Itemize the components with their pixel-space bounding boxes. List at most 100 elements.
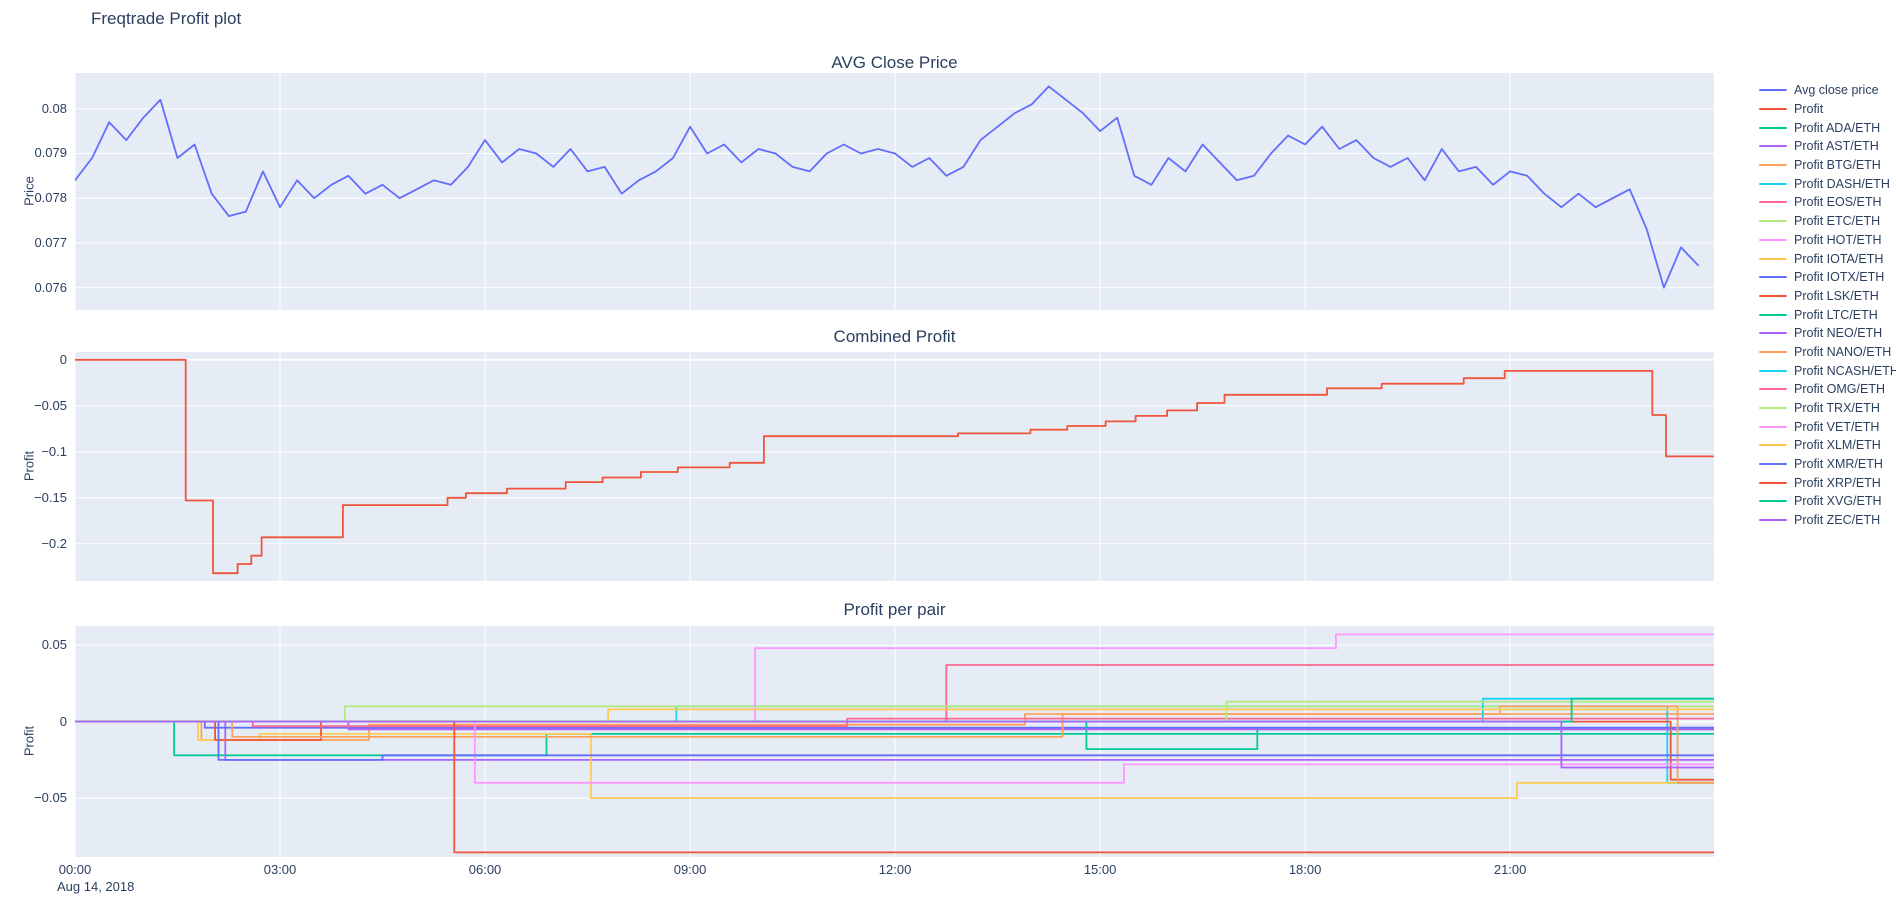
legend-line-swatch: [1759, 350, 1787, 353]
legend-item-profit-neo-eth[interactable]: Profit NEO/ETH: [1759, 324, 1896, 343]
legend-item-label: Profit ZEC/ETH: [1794, 513, 1881, 528]
legend-item-label: Profit AST/ETH: [1794, 139, 1879, 154]
y-tick-label: −0.2: [41, 535, 67, 551]
series-profit-nano-eth[interactable]: [75, 705, 1714, 784]
y-axis-label-profit-per-pair: Profit: [21, 725, 37, 757]
series-profit[interactable]: [75, 358, 1714, 575]
legend-line-swatch: [1759, 294, 1787, 297]
legend-line-swatch: [1759, 108, 1787, 111]
y-tick-label: 0.077: [34, 234, 67, 250]
legend-item-profit-eos-eth[interactable]: Profit EOS/ETH: [1759, 193, 1896, 212]
legend-item-profit-ast-eth[interactable]: Profit AST/ETH: [1759, 137, 1896, 156]
legend-line-swatch: [1759, 164, 1787, 167]
legend-line-swatch: [1759, 182, 1787, 185]
legend-line-swatch: [1759, 369, 1787, 372]
legend-item-label: Profit IOTA/ETH: [1794, 251, 1884, 266]
y-tick-label: 0.078: [34, 190, 67, 206]
x-tick-label: 18:00: [1288, 862, 1322, 877]
legend-line-swatch: [1759, 201, 1787, 204]
legend-item-profit-ada-eth[interactable]: Profit ADA/ETH: [1759, 118, 1896, 137]
legend-item-profit-lsk-eth[interactable]: Profit LSK/ETH: [1759, 287, 1896, 306]
legend-item-profit-nano-eth[interactable]: Profit NANO/ETH: [1759, 343, 1896, 362]
plot-background: [75, 73, 1714, 310]
legend-item-profit-xlm-eth[interactable]: Profit XLM/ETH: [1759, 436, 1896, 455]
legend-item-profit-dash-eth[interactable]: Profit DASH/ETH: [1759, 174, 1896, 193]
series-profit-zec-eth[interactable]: [75, 720, 1714, 769]
legend-item-label: Profit XLM/ETH: [1794, 438, 1881, 453]
profit-per-pair-chart[interactable]: [75, 626, 1714, 857]
legend-item-label: Profit XVG/ETH: [1794, 494, 1882, 509]
subplot-title-profit-per-pair: Profit per pair: [843, 600, 946, 619]
legend-item-profit-xrp-eth[interactable]: Profit XRP/ETH: [1759, 473, 1896, 492]
legend-item-profit-btg-eth[interactable]: Profit BTG/ETH: [1759, 156, 1896, 175]
legend-line-swatch: [1759, 481, 1787, 484]
y-tick-label: 0.076: [34, 279, 67, 295]
legend-item-profit-vet-eth[interactable]: Profit VET/ETH: [1759, 417, 1896, 436]
legend-line-swatch: [1759, 313, 1787, 316]
legend-item-label: Profit EOS/ETH: [1794, 195, 1882, 210]
series-avg-close-price[interactable]: [75, 85, 1699, 289]
legend-line-swatch: [1759, 89, 1787, 92]
legend-item-label: Profit NCASH/ETH: [1794, 363, 1896, 378]
legend-line-swatch: [1759, 257, 1787, 260]
legend-item-label: Profit XRP/ETH: [1794, 475, 1881, 490]
legend-item-label: Profit ADA/ETH: [1794, 120, 1881, 135]
legend-item-label: Profit DASH/ETH: [1794, 176, 1890, 191]
legend-line-swatch: [1759, 145, 1787, 148]
x-tick-label: 06:00: [468, 862, 502, 877]
legend-item-profit[interactable]: Profit: [1759, 100, 1896, 119]
avg-close-price-chart[interactable]: [75, 73, 1714, 310]
x-tick-label: 12:00: [878, 862, 912, 877]
legend-item-avg-close-price[interactable]: Avg close price: [1759, 81, 1896, 100]
y-tick-label: 0: [59, 713, 67, 729]
x-tick-label: 15:00: [1083, 862, 1117, 877]
legend-item-profit-iota-eth[interactable]: Profit IOTA/ETH: [1759, 249, 1896, 268]
subplot-title-combined-profit: Combined Profit: [833, 327, 956, 346]
combined-profit-chart[interactable]: [75, 352, 1714, 581]
legend-item-profit-xmr-eth[interactable]: Profit XMR/ETH: [1759, 455, 1896, 474]
x-tick-label: 21:00: [1493, 862, 1527, 877]
legend-item-profit-trx-eth[interactable]: Profit TRX/ETH: [1759, 399, 1896, 418]
y-tick-label: 0.08: [41, 100, 67, 116]
series-profit-btg-eth[interactable]: [75, 713, 1714, 741]
legend-item-profit-ltc-eth[interactable]: Profit LTC/ETH: [1759, 305, 1896, 324]
y-tick-label: −0.05: [34, 397, 67, 413]
legend-line-swatch: [1759, 519, 1787, 522]
legend-item-label: Profit IOTX/ETH: [1794, 270, 1885, 285]
y-tick-label: −0.05: [34, 790, 67, 806]
series-profit-lsk-eth[interactable]: [75, 720, 1714, 781]
subplot-title-avg-close-price: AVG Close Price: [831, 53, 958, 72]
y-tick-label: −0.15: [34, 489, 67, 505]
legend-item-label: Profit OMG/ETH: [1794, 382, 1885, 397]
legend-item-profit-hot-eth[interactable]: Profit HOT/ETH: [1759, 231, 1896, 250]
series-profit-iota-eth[interactable]: [75, 720, 1714, 800]
legend-line-swatch: [1759, 276, 1787, 279]
legend-item-label: Profit NEO/ETH: [1794, 326, 1883, 341]
y-tick-label: 0.079: [34, 145, 67, 161]
legend-item-profit-xvg-eth[interactable]: Profit XVG/ETH: [1759, 492, 1896, 511]
y-tick-label: 0: [59, 351, 67, 367]
legend-item-profit-etc-eth[interactable]: Profit ETC/ETH: [1759, 212, 1896, 231]
legend-item-label: Profit VET/ETH: [1794, 419, 1880, 434]
legend-item-profit-ncash-eth[interactable]: Profit NCASH/ETH: [1759, 361, 1896, 380]
x-tick-label: 09:00: [673, 862, 707, 877]
legend-line-swatch: [1759, 407, 1787, 410]
legend-line-swatch: [1759, 332, 1787, 335]
legend-item-label: Avg close price: [1794, 83, 1879, 98]
plot-background: [75, 352, 1714, 581]
legend-line-swatch: [1759, 238, 1787, 241]
legend-line-swatch: [1759, 388, 1787, 391]
legend-line-swatch: [1759, 500, 1787, 503]
legend-line-swatch: [1759, 220, 1787, 223]
x-tick-label: 00:00: [58, 862, 92, 877]
page-title: Freqtrade Profit plot: [91, 9, 242, 28]
legend-item-profit-iotx-eth[interactable]: Profit IOTX/ETH: [1759, 268, 1896, 287]
legend-item-label: Profit LSK/ETH: [1794, 288, 1879, 303]
legend-item-profit-zec-eth[interactable]: Profit ZEC/ETH: [1759, 511, 1896, 530]
plot-background: [75, 626, 1714, 857]
legend-item-label: Profit NANO/ETH: [1794, 344, 1892, 359]
legend-item-profit-omg-eth[interactable]: Profit OMG/ETH: [1759, 380, 1896, 399]
legend-item-label: Profit LTC/ETH: [1794, 307, 1878, 322]
legend-item-label: Profit TRX/ETH: [1794, 401, 1880, 416]
